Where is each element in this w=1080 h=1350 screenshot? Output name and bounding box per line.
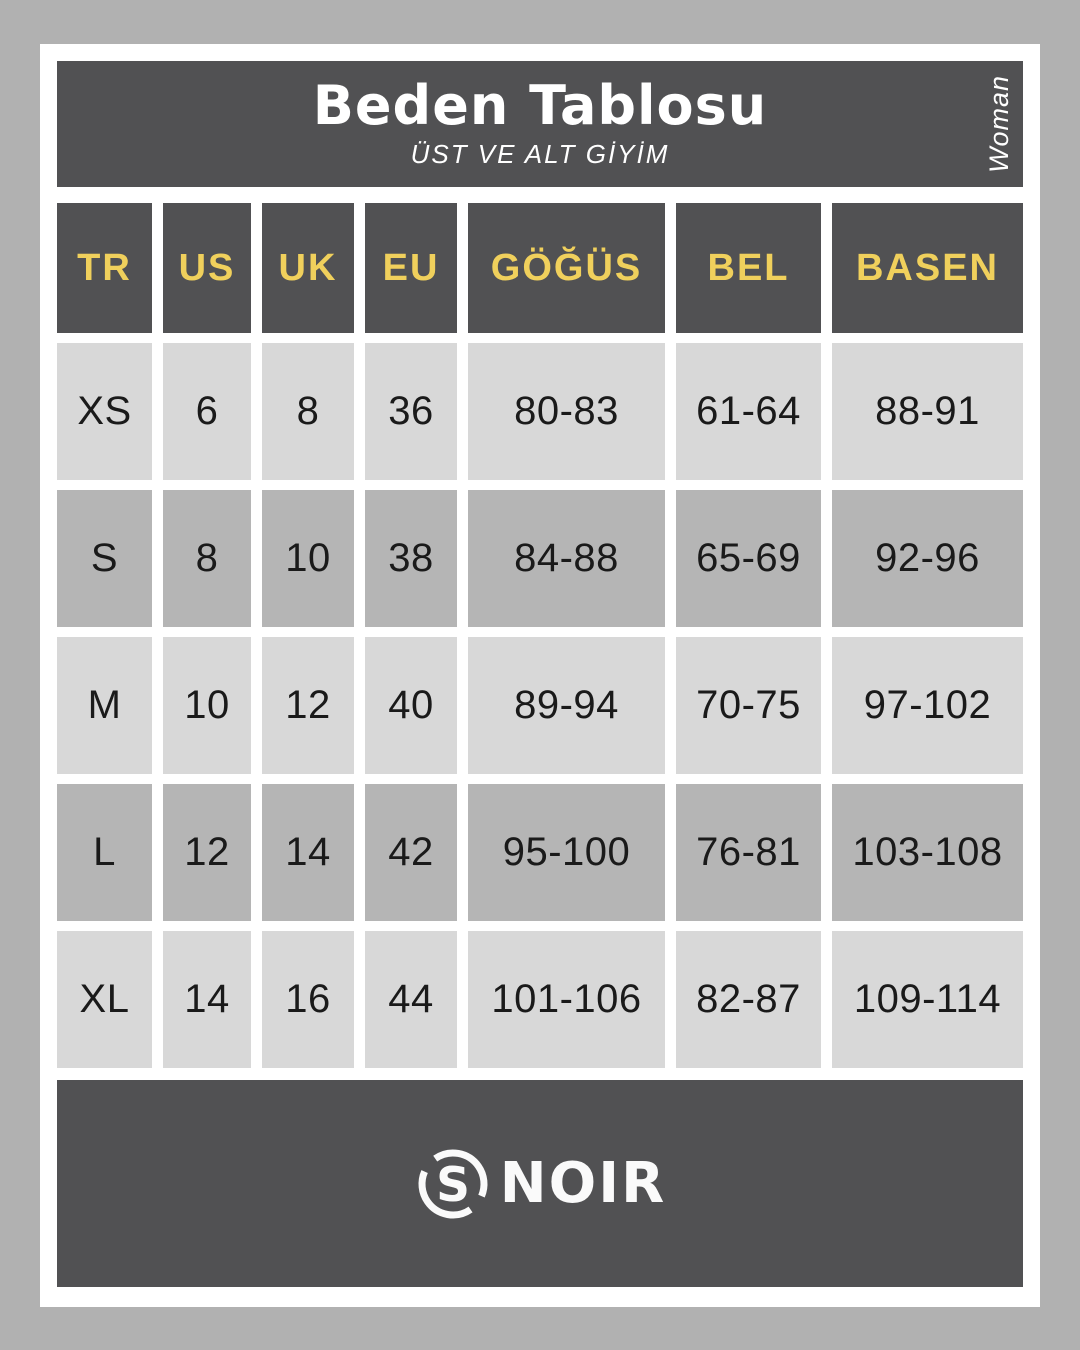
cell-bel: 70-75	[676, 637, 821, 774]
cell-basen: 92-96	[832, 490, 1023, 627]
cell-us: 10	[163, 637, 251, 774]
cell-gogus: 89-94	[468, 637, 665, 774]
side-label-woman: Woman	[984, 74, 1014, 174]
table-row-xs: XS 6 8 36 80-83 61-64 88-91	[57, 343, 1023, 480]
cell-bel: 76-81	[676, 784, 821, 921]
cell-size: M	[57, 637, 152, 774]
column-header-basen: BASEN	[832, 203, 1023, 333]
cell-bel: 65-69	[676, 490, 821, 627]
table-row-xl: XL 14 16 44 101-106 82-87 109-114	[57, 931, 1023, 1068]
cell-eu: 38	[365, 490, 457, 627]
column-header-us: US	[163, 203, 251, 333]
cell-eu: 44	[365, 931, 457, 1068]
cell-us: 12	[163, 784, 251, 921]
cell-eu: 42	[365, 784, 457, 921]
table-row-m: M 10 12 40 89-94 70-75 97-102	[57, 637, 1023, 774]
column-header-bel: BEL	[676, 203, 821, 333]
cell-bel: 82-87	[676, 931, 821, 1068]
page-subtitle: ÜST VE ALT GİYİM	[410, 138, 670, 169]
brand-logo: S NOIR	[414, 1145, 666, 1223]
column-header-tr: TR	[57, 203, 152, 333]
cell-uk: 14	[262, 784, 354, 921]
column-header-uk: UK	[262, 203, 354, 333]
cell-us: 6	[163, 343, 251, 480]
cell-eu: 36	[365, 343, 457, 480]
table-row-l: L 12 14 42 95-100 76-81 103-108	[57, 784, 1023, 921]
cell-bel: 61-64	[676, 343, 821, 480]
size-chart-card: Beden Tablosu ÜST VE ALT GİYİM Woman TR …	[40, 44, 1040, 1307]
s-circle-logo-icon: S	[418, 1149, 488, 1218]
cell-us: 14	[163, 931, 251, 1068]
cell-gogus: 84-88	[468, 490, 665, 627]
cell-basen: 88-91	[832, 343, 1023, 480]
cell-size: L	[57, 784, 152, 921]
cell-us: 8	[163, 490, 251, 627]
cell-gogus: 101-106	[468, 931, 665, 1068]
cell-basen: 103-108	[832, 784, 1023, 921]
column-header-gogus: GÖĞÜS	[468, 203, 665, 333]
cell-basen: 97-102	[832, 637, 1023, 774]
table-row-s: S 8 10 38 84-88 65-69 92-96	[57, 490, 1023, 627]
cell-eu: 40	[365, 637, 457, 774]
cell-size: XS	[57, 343, 152, 480]
footer-bar: S NOIR	[57, 1080, 1023, 1287]
logo-text: NOIR	[499, 1151, 667, 1216]
column-header-row: TR US UK EU GÖĞÜS BEL BASEN	[57, 203, 1023, 333]
cell-gogus: 80-83	[468, 343, 665, 480]
cell-size: XL	[57, 931, 152, 1068]
logo-mark-letter: S	[436, 1158, 470, 1213]
cell-gogus: 95-100	[468, 784, 665, 921]
header-bar: Beden Tablosu ÜST VE ALT GİYİM Woman	[57, 61, 1023, 187]
cell-basen: 109-114	[832, 931, 1023, 1068]
cell-uk: 10	[262, 490, 354, 627]
page-title: Beden Tablosu	[312, 74, 768, 138]
cell-uk: 16	[262, 931, 354, 1068]
cell-uk: 12	[262, 637, 354, 774]
cell-size: S	[57, 490, 152, 627]
cell-uk: 8	[262, 343, 354, 480]
column-header-eu: EU	[365, 203, 457, 333]
